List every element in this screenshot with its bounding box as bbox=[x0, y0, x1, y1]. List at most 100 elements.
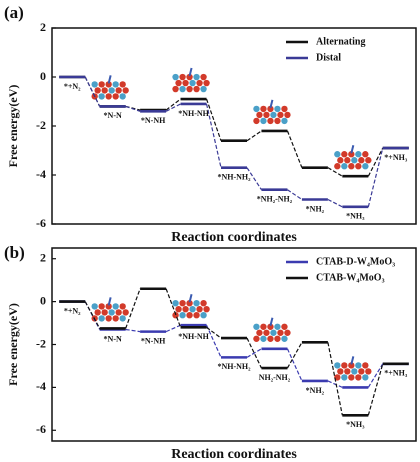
connector bbox=[126, 289, 140, 329]
atom bbox=[270, 112, 276, 118]
atom bbox=[179, 74, 185, 80]
atom bbox=[203, 306, 209, 312]
atom bbox=[284, 330, 290, 336]
atom bbox=[344, 157, 350, 163]
atom bbox=[253, 324, 259, 330]
y-tick-label: 0 bbox=[40, 293, 46, 307]
atom bbox=[341, 362, 347, 368]
structure-icon bbox=[334, 356, 371, 380]
atom bbox=[98, 81, 104, 87]
legend-label: Alternating bbox=[316, 36, 365, 47]
atom bbox=[365, 368, 371, 374]
atom bbox=[253, 118, 259, 124]
y-axis-title: Free energy(eV) bbox=[6, 85, 20, 168]
atom bbox=[358, 368, 364, 374]
atom bbox=[179, 86, 185, 92]
atom bbox=[270, 330, 276, 336]
atom bbox=[348, 374, 354, 380]
state-label: NH₂-NH₂ bbox=[259, 373, 291, 382]
atom bbox=[175, 306, 181, 312]
y-tick-label: -4 bbox=[36, 379, 46, 393]
atom bbox=[112, 315, 118, 321]
connector bbox=[126, 106, 140, 111]
state-label: *NH-NH₂ bbox=[217, 172, 251, 181]
y-tick-label: -2 bbox=[36, 118, 46, 132]
connector bbox=[368, 364, 382, 388]
atom bbox=[281, 118, 287, 124]
atom bbox=[263, 112, 269, 118]
state-label: *N-N bbox=[104, 334, 122, 343]
atom bbox=[274, 324, 280, 330]
atom bbox=[341, 374, 347, 380]
atom bbox=[193, 86, 199, 92]
state-label: *NH₃ bbox=[346, 212, 365, 221]
atom bbox=[365, 157, 371, 163]
atom bbox=[193, 312, 199, 318]
atom bbox=[260, 324, 266, 330]
atom bbox=[355, 362, 361, 368]
atom bbox=[179, 300, 185, 306]
atom bbox=[334, 151, 340, 157]
state-label: *+NH₃ bbox=[384, 153, 408, 162]
atom bbox=[175, 80, 181, 86]
atom bbox=[348, 163, 354, 169]
atom bbox=[344, 368, 350, 374]
atom bbox=[119, 81, 125, 87]
connector bbox=[247, 349, 261, 358]
connector bbox=[207, 325, 221, 357]
y-tick-label: 2 bbox=[40, 20, 46, 34]
atom bbox=[355, 151, 361, 157]
atom bbox=[355, 163, 361, 169]
atom bbox=[119, 93, 125, 99]
atom bbox=[119, 303, 125, 309]
y-tick-label: 0 bbox=[40, 69, 46, 83]
atom bbox=[182, 306, 188, 312]
connector bbox=[247, 131, 261, 141]
panel-label: (b) bbox=[4, 243, 25, 262]
atom bbox=[189, 306, 195, 312]
atom bbox=[362, 362, 368, 368]
atom bbox=[277, 330, 283, 336]
atom bbox=[112, 303, 118, 309]
plot-frame bbox=[52, 28, 416, 224]
panel-label: (a) bbox=[4, 3, 24, 22]
atom bbox=[182, 80, 188, 86]
atom bbox=[105, 315, 111, 321]
structure-icon bbox=[172, 68, 209, 92]
atom bbox=[284, 112, 290, 118]
atom bbox=[112, 93, 118, 99]
state-label: *N-NH bbox=[141, 116, 166, 125]
atom bbox=[91, 303, 97, 309]
state-label: *NH₃ bbox=[346, 420, 365, 429]
atom bbox=[263, 330, 269, 336]
atom bbox=[260, 106, 266, 112]
atom bbox=[281, 336, 287, 342]
atom bbox=[200, 86, 206, 92]
atom bbox=[172, 86, 178, 92]
atom bbox=[101, 309, 107, 315]
connector bbox=[328, 168, 342, 177]
x-axis-title: Reaction coordinates bbox=[171, 447, 297, 462]
structure-icon bbox=[172, 294, 209, 318]
atom bbox=[341, 163, 347, 169]
connector bbox=[287, 342, 301, 368]
atom bbox=[122, 87, 128, 93]
structure-icon bbox=[91, 75, 128, 99]
atom bbox=[115, 87, 121, 93]
state-label: *NH₂-NH₂ bbox=[257, 195, 293, 204]
legend-label: CTAB-W₄MoO₃ bbox=[316, 272, 385, 283]
state-label: *N-NH bbox=[141, 336, 166, 345]
atom bbox=[172, 300, 178, 306]
atom bbox=[362, 374, 368, 380]
connector bbox=[126, 329, 140, 331]
atom bbox=[98, 93, 104, 99]
atom bbox=[108, 309, 114, 315]
state-label: *NH-NH bbox=[178, 109, 209, 118]
atom bbox=[200, 300, 206, 306]
atom bbox=[274, 336, 280, 342]
state-label: *+N₂ bbox=[64, 306, 81, 315]
atom bbox=[91, 81, 97, 87]
atom bbox=[334, 163, 340, 169]
connector bbox=[166, 325, 180, 331]
atom bbox=[351, 157, 357, 163]
